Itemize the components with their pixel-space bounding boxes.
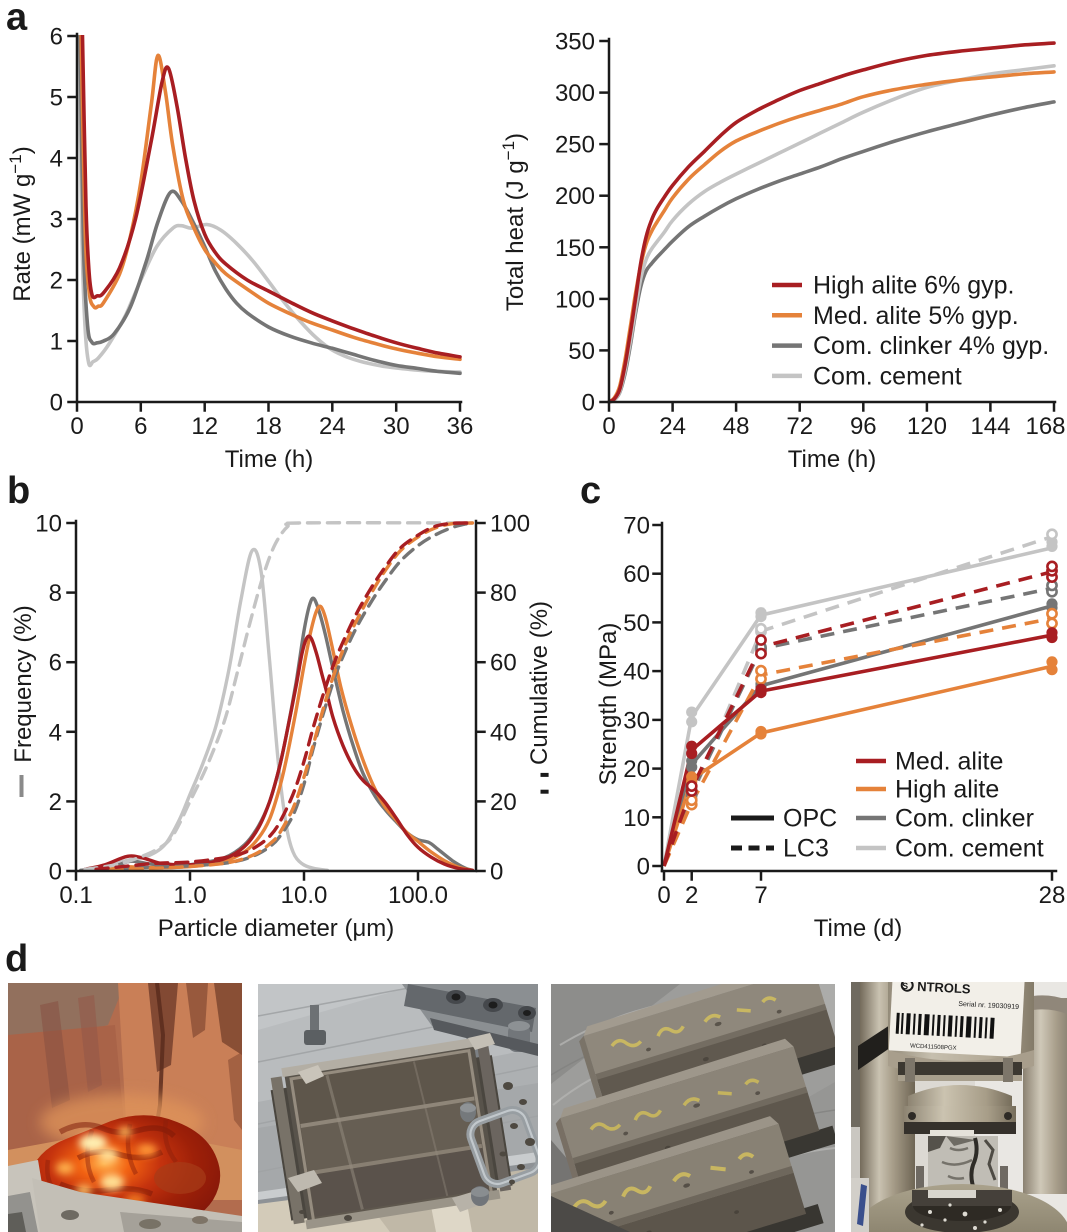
svg-text:Com. clinker: Com. clinker (895, 805, 1034, 833)
svg-text:50: 50 (623, 610, 650, 637)
svg-text:Com. cement: Com. cement (895, 835, 1044, 863)
svg-text:28: 28 (1039, 882, 1066, 909)
svg-text:Rate (mW g−1): Rate (mW g−1) (6, 146, 36, 301)
svg-text:Cumulative (%): Cumulative (%) (526, 601, 553, 765)
svg-text:Serial nr. 19030919: Serial nr. 19030919 (958, 1001, 1019, 1011)
svg-text:0: 0 (490, 859, 503, 886)
svg-text:168: 168 (1025, 413, 1065, 440)
svg-text:72: 72 (786, 413, 813, 440)
svg-text:10: 10 (623, 805, 650, 832)
svg-text:7: 7 (754, 882, 767, 909)
svg-text:300: 300 (555, 80, 595, 107)
svg-text:250: 250 (555, 132, 595, 159)
svg-text:0: 0 (582, 390, 595, 417)
svg-text:Med. alite 5% gyp.: Med. alite 5% gyp. (813, 302, 1019, 330)
svg-text:6: 6 (134, 413, 147, 440)
svg-text:Time (h): Time (h) (225, 446, 313, 473)
svg-text:4: 4 (50, 146, 63, 173)
svg-text:24: 24 (319, 413, 346, 440)
svg-text:200: 200 (555, 183, 595, 210)
svg-text:80: 80 (490, 580, 517, 607)
svg-text:100: 100 (490, 511, 530, 538)
svg-text:1: 1 (50, 329, 63, 356)
svg-text:2: 2 (49, 789, 62, 816)
svg-text:70: 70 (623, 513, 650, 540)
svg-text:36: 36 (447, 413, 474, 440)
svg-text:High alite 6% gyp.: High alite 6% gyp. (813, 272, 1015, 300)
svg-text:8: 8 (49, 580, 62, 607)
svg-text:10: 10 (35, 511, 62, 538)
svg-text:Time (d): Time (d) (814, 915, 902, 942)
svg-text:24: 24 (659, 413, 686, 440)
svg-text:18: 18 (255, 413, 282, 440)
svg-text:48: 48 (723, 413, 750, 440)
svg-text:150: 150 (555, 235, 595, 262)
svg-text:60: 60 (623, 561, 650, 588)
svg-text:20: 20 (623, 756, 650, 783)
svg-text:Frequency (%): Frequency (%) (10, 605, 37, 762)
svg-text:2: 2 (50, 268, 63, 295)
svg-text:120: 120 (907, 413, 947, 440)
svg-text:S: S (902, 981, 909, 991)
svg-text:Time (h): Time (h) (788, 446, 876, 473)
svg-text:0: 0 (602, 413, 615, 440)
svg-text:WCD411508PGX: WCD411508PGX (910, 1043, 957, 1051)
svg-text:3: 3 (50, 207, 63, 234)
svg-text:0.1: 0.1 (59, 882, 92, 909)
svg-text:b: b (7, 470, 30, 512)
svg-text:0: 0 (637, 854, 650, 881)
svg-text:2: 2 (685, 882, 698, 909)
svg-text:20: 20 (490, 789, 517, 816)
svg-text:40: 40 (623, 659, 650, 686)
svg-text:0: 0 (657, 882, 670, 909)
svg-text:Strength (MPa): Strength (MPa) (595, 623, 622, 786)
svg-text:40: 40 (490, 719, 517, 746)
svg-text:12: 12 (191, 413, 218, 440)
svg-text:Com. cement: Com. cement (813, 362, 962, 390)
svg-text:4: 4 (49, 719, 62, 746)
svg-text:Med. alite: Med. alite (895, 748, 1003, 776)
svg-text:High alite: High alite (895, 776, 999, 804)
svg-text:30: 30 (623, 707, 650, 734)
svg-text:96: 96 (850, 413, 877, 440)
svg-text:OPC: OPC (783, 805, 837, 833)
svg-text:1.0: 1.0 (173, 882, 206, 909)
svg-text:c: c (580, 470, 601, 512)
svg-text:0: 0 (50, 390, 63, 417)
svg-text:0: 0 (70, 413, 83, 440)
svg-text:a: a (6, 0, 28, 39)
svg-text:LC3: LC3 (783, 835, 829, 863)
svg-text:d: d (5, 938, 28, 980)
svg-text:6: 6 (49, 650, 62, 677)
svg-text:100.0: 100.0 (388, 882, 448, 909)
svg-text:100: 100 (555, 286, 595, 313)
svg-text:30: 30 (383, 413, 410, 440)
svg-text:Com. clinker 4% gyp.: Com. clinker 4% gyp. (813, 332, 1049, 360)
svg-text:60: 60 (490, 650, 517, 677)
svg-text:350: 350 (555, 29, 595, 56)
svg-text:144: 144 (970, 413, 1010, 440)
svg-text:50: 50 (568, 338, 595, 365)
svg-text:10.0: 10.0 (281, 882, 328, 909)
svg-text:0: 0 (49, 859, 62, 886)
svg-text:Total heat (J g−1): Total heat (J g−1) (499, 133, 529, 311)
svg-text:NTROLS: NTROLS (917, 979, 971, 997)
svg-text:5: 5 (50, 85, 63, 112)
svg-text:Particle diameter (μm): Particle diameter (μm) (158, 915, 395, 942)
svg-text:6: 6 (50, 24, 63, 51)
